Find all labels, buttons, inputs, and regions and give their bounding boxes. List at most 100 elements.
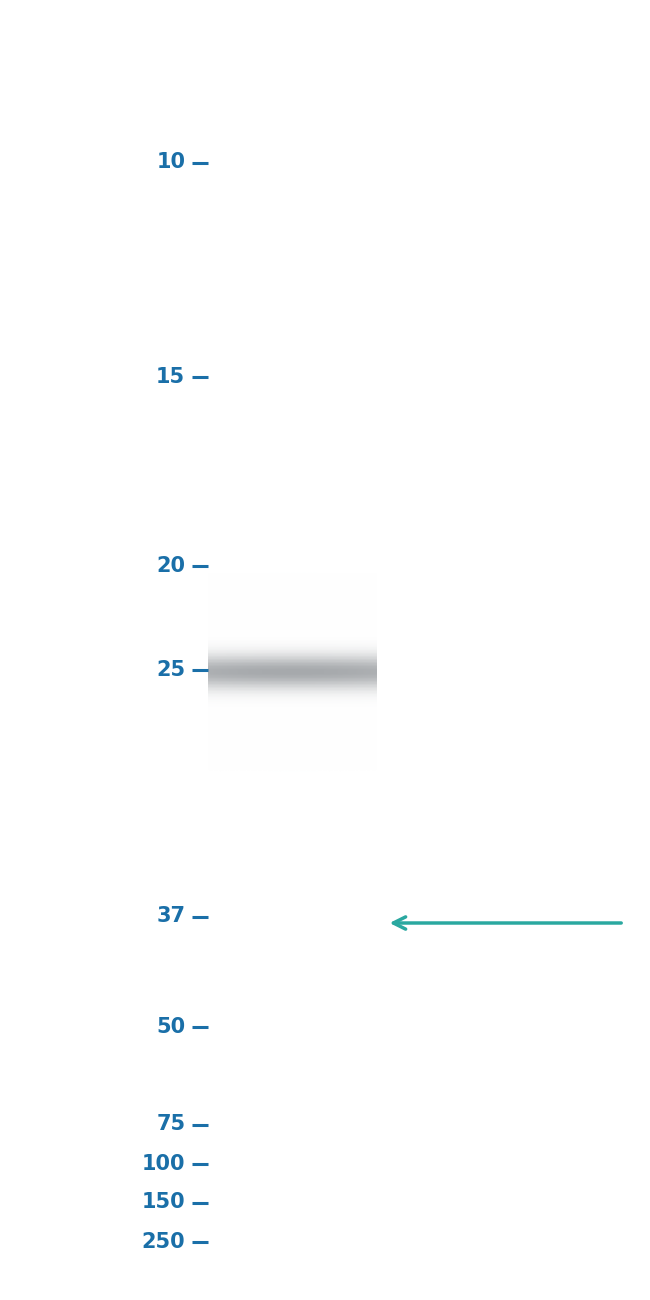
Bar (208, 862, 377, 866)
Bar (208, 837, 377, 841)
Bar (208, 404, 377, 408)
Bar (208, 1008, 377, 1011)
Bar (208, 26, 377, 30)
Bar (208, 238, 377, 242)
Bar (208, 330, 377, 334)
Bar (208, 646, 377, 650)
Text: 100: 100 (142, 1153, 185, 1174)
Bar (208, 833, 377, 837)
Bar (208, 1232, 377, 1236)
Bar (208, 712, 377, 716)
Bar (208, 491, 377, 497)
Bar (208, 954, 377, 958)
Bar (366, 26, 367, 1274)
Bar (208, 829, 377, 833)
Bar (208, 313, 377, 317)
Bar (208, 762, 377, 767)
Bar (208, 1208, 377, 1212)
Bar (365, 26, 366, 1274)
Bar (208, 413, 377, 417)
Bar (208, 788, 377, 792)
Bar (208, 1041, 377, 1045)
Bar (208, 325, 377, 330)
Bar (208, 1236, 377, 1240)
Bar (208, 945, 377, 949)
Bar (208, 72, 377, 75)
Bar (208, 179, 377, 185)
Bar (208, 393, 377, 396)
Bar (208, 438, 377, 442)
Bar (208, 554, 377, 559)
Bar (208, 342, 377, 346)
Bar (208, 47, 377, 51)
Bar (208, 192, 377, 196)
Bar (208, 907, 377, 913)
Bar (208, 30, 377, 34)
Bar (208, 363, 377, 367)
Bar (208, 1132, 377, 1136)
Bar (208, 1225, 377, 1228)
Bar (208, 68, 377, 72)
Bar (208, 1270, 377, 1274)
Bar (208, 1178, 377, 1183)
Bar (208, 746, 377, 750)
Bar (208, 205, 377, 209)
Bar (208, 497, 377, 500)
Bar (208, 1079, 377, 1083)
Bar (208, 866, 377, 871)
Bar (208, 200, 377, 205)
Bar (208, 903, 377, 907)
Bar (208, 55, 377, 60)
Bar (208, 517, 377, 521)
Bar (208, 621, 377, 625)
Bar (208, 705, 377, 708)
Bar (208, 346, 377, 351)
Bar (208, 533, 377, 538)
Bar (208, 601, 377, 604)
Bar (208, 658, 377, 663)
Bar (208, 1020, 377, 1024)
Bar (208, 559, 377, 563)
Bar (208, 542, 377, 546)
Bar (208, 88, 377, 92)
Bar (208, 792, 377, 796)
Bar (208, 616, 377, 621)
Bar (208, 1257, 377, 1261)
Bar (208, 272, 377, 276)
Bar (208, 1199, 377, 1204)
Bar (208, 612, 377, 616)
Bar (208, 633, 377, 637)
Bar (208, 809, 377, 812)
Bar (208, 488, 377, 491)
Bar (208, 521, 377, 525)
Bar (208, 234, 377, 238)
Bar (208, 767, 377, 771)
Bar (208, 779, 377, 783)
Bar (208, 975, 377, 979)
Bar (208, 168, 377, 172)
Bar (208, 1191, 377, 1195)
Bar (208, 858, 377, 862)
Bar (208, 571, 377, 575)
Bar (208, 1170, 377, 1174)
Bar (208, 871, 377, 875)
Bar (208, 1153, 377, 1157)
Bar (208, 117, 377, 122)
Bar (208, 812, 377, 816)
Bar (208, 708, 377, 712)
Bar (208, 754, 377, 758)
Bar (208, 247, 377, 251)
Bar (208, 292, 377, 296)
Bar (208, 317, 377, 321)
Bar (208, 1024, 377, 1028)
Bar (208, 1253, 377, 1257)
Bar (208, 480, 377, 484)
Bar (208, 508, 377, 512)
Bar (208, 920, 377, 924)
Bar (208, 283, 377, 289)
Bar (208, 1240, 377, 1245)
Bar (208, 130, 377, 134)
Bar (208, 417, 377, 421)
Bar (208, 467, 377, 471)
Bar (208, 384, 377, 387)
